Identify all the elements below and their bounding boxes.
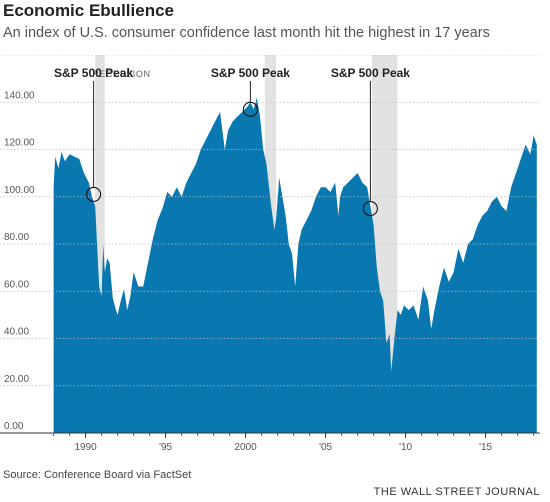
x-tick-label: '15 bbox=[479, 442, 492, 453]
gridlines bbox=[0, 55, 540, 434]
y-tick-label: 0.00 bbox=[4, 421, 24, 432]
y-tick-label: 60.00 bbox=[4, 279, 29, 290]
peak-marker-0 bbox=[86, 186, 102, 202]
peak-label-1: S&P 500 Peak bbox=[211, 66, 290, 80]
chart-subtitle: An index of U.S. consumer confidence las… bbox=[3, 25, 490, 41]
x-axis: 1990 '95 2000 '05 '10 '15 bbox=[53, 433, 534, 453]
consumer-confidence-chart: RECESSION S&P 500 Peak S&P 500 Peak S&P 50… bbox=[0, 55, 540, 453]
y-tick-label: 100.00 bbox=[4, 185, 35, 196]
x-tick-label: '95 bbox=[159, 442, 172, 453]
recession-label: RECESSION bbox=[92, 69, 150, 79]
peak-label-0: S&P 500 Peak bbox=[54, 66, 133, 80]
x-tick-label: '10 bbox=[399, 442, 412, 453]
y-tick-label: 140.00 bbox=[4, 90, 35, 101]
x-tick-label: '05 bbox=[319, 442, 332, 453]
x-tick-label: 1990 bbox=[74, 442, 97, 453]
y-tick-label: 80.00 bbox=[4, 232, 29, 243]
chart-title: Economic Ebullience bbox=[3, 1, 174, 20]
y-axis: 0.00 20.00 40.00 60.00 80.00 100.00 120.00 140.… bbox=[4, 90, 35, 432]
publisher-credit: THE WALL STREET JOURNAL bbox=[373, 486, 540, 498]
y-tick-label: 20.00 bbox=[4, 374, 29, 385]
x-tick-label: 2000 bbox=[234, 442, 257, 453]
annotations: S&P 500 Peak S&P 500 Peak S&P 500 Peak bbox=[54, 66, 410, 217]
peak-marker-1 bbox=[242, 101, 258, 117]
peak-label-2: S&P 500 Peak bbox=[331, 66, 410, 80]
y-tick-label: 40.00 bbox=[4, 327, 29, 338]
y-tick-label: 120.00 bbox=[4, 138, 35, 149]
source-note: Source: Conference Board via FactSet bbox=[3, 469, 192, 481]
recession-band-0 bbox=[95, 55, 105, 433]
confidence-area bbox=[53, 97, 537, 433]
area-series bbox=[53, 97, 537, 433]
peak-marker-2 bbox=[362, 201, 378, 217]
